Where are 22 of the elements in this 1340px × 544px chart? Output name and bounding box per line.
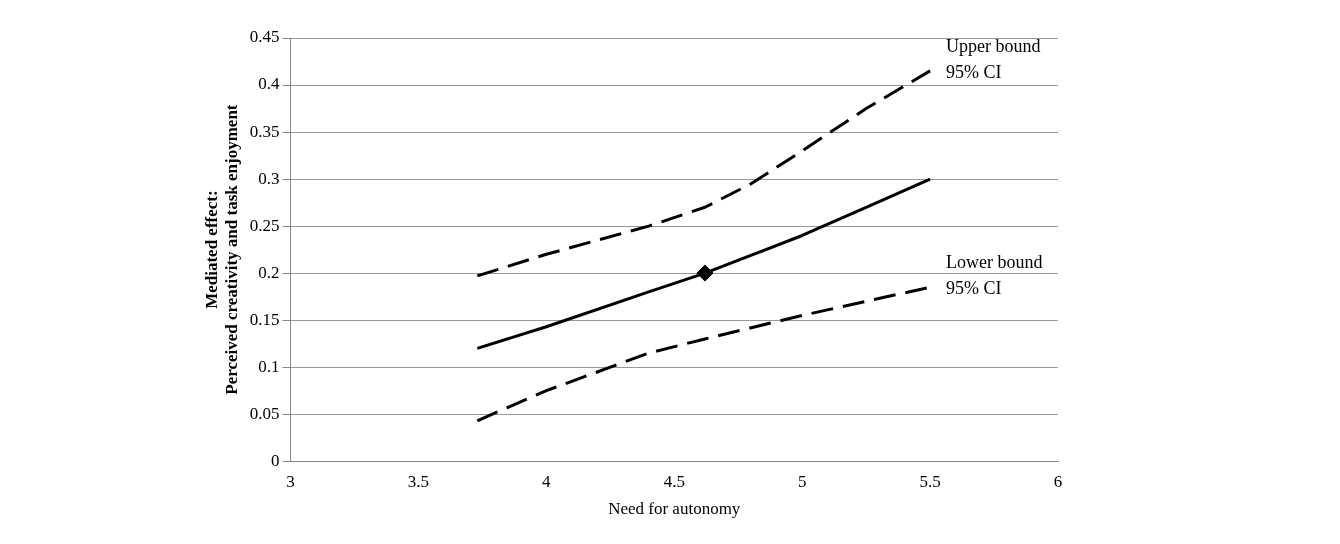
x-tick-label: 5 [797, 471, 807, 491]
x-tick-label: 4 [542, 471, 552, 491]
y-tick-label: 0.1 [258, 356, 280, 376]
x-tick-label: 3 [286, 471, 295, 491]
y-axis-title: Mediated effect: Perceived creativity and task enjoyment [201, 104, 241, 395]
series-label: Lower bound 95% CI [946, 251, 1043, 298]
y-tick-label: 0.3 [258, 168, 280, 188]
x-tick-label: 3.5 [407, 471, 430, 491]
x-tick-label: 4.5 [663, 471, 685, 491]
y-tick-label: 0.15 [249, 309, 280, 329]
y-tick-label: 0.05 [249, 403, 280, 423]
x-tick-label: 6 [1053, 471, 1063, 491]
series-label: Upper bound 95% CI [946, 35, 1041, 82]
y-tick-label: 0.2 [258, 262, 280, 282]
y-tick-label: 0.25 [249, 215, 280, 235]
x-axis-title: Need for autonomy [608, 499, 741, 519]
y-tick-label: 0.45 [249, 27, 280, 47]
y-tick-label: 0 [271, 450, 280, 470]
y-tick-label: 0.35 [249, 121, 280, 141]
y-tick-label: 0.4 [258, 74, 281, 94]
x-tick-label: 5.5 [919, 471, 941, 491]
line-series [475, 69, 932, 278]
